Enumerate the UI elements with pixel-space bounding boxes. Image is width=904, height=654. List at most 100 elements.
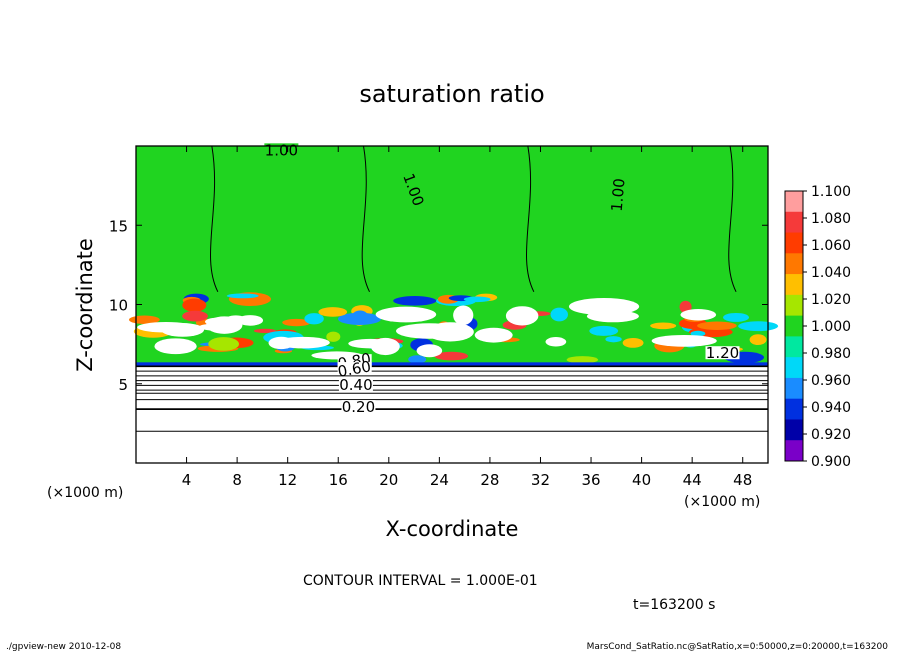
colorbar-label: 0.900 <box>811 454 851 470</box>
band-cell <box>318 307 348 317</box>
x-tick-label: 44 <box>683 471 702 489</box>
contour-label: 1.20 <box>706 344 739 362</box>
x-tick-label: 20 <box>379 471 398 489</box>
band-cell <box>697 321 737 330</box>
band-cell <box>393 296 437 306</box>
contour-label-bg <box>341 400 376 414</box>
band-cell <box>304 313 324 325</box>
colorbar-label: 0.980 <box>811 346 851 362</box>
band-cell <box>738 321 779 332</box>
contour-interval-label: CONTOUR INTERVAL = 1.000E-01 <box>303 573 538 589</box>
band-cell <box>226 293 259 299</box>
band-cell <box>650 322 677 330</box>
high-supersaturation-cell <box>680 309 717 321</box>
colorbar-segment <box>785 336 803 358</box>
contour-label: 0.60 <box>336 357 372 381</box>
high-supersaturation-cell <box>568 297 640 316</box>
band-cell <box>690 330 706 337</box>
high-supersaturation-cell <box>237 315 264 326</box>
isoline-1-00 <box>361 145 370 293</box>
band-cell <box>182 310 209 322</box>
colorbar-label: 0.940 <box>811 400 851 416</box>
band-cell <box>208 337 240 351</box>
band-cell <box>282 318 311 327</box>
colorbar: 1.100 1.080 1.060 1.040 1.020 1.000 0.980 0.960… <box>784 184 851 470</box>
colorbar-label: 1.020 <box>811 292 851 308</box>
y-tick-label: 5 <box>118 376 128 394</box>
colorbar-label: 1.000 <box>811 319 851 335</box>
high-supersaturation-cell <box>545 337 567 347</box>
high-supersaturation-cell <box>453 305 474 326</box>
high-supersaturation-cell <box>276 336 330 349</box>
y-axis-units: (×1000 m) <box>47 485 123 501</box>
high-supersaturation-cell <box>370 337 400 356</box>
band-cell <box>182 298 207 312</box>
contour-label-bg <box>603 186 638 200</box>
contour-label-bg <box>394 181 429 195</box>
x-tick-label: 4 <box>182 471 192 489</box>
band-cell <box>589 325 619 336</box>
band-cell <box>434 351 469 361</box>
high-supersaturation-cell <box>154 338 197 355</box>
colorbar-segment <box>785 357 803 379</box>
x-tick-label: 36 <box>581 471 600 489</box>
colorbar-segment <box>785 377 803 400</box>
colorbar-label: 0.920 <box>811 427 851 443</box>
colorbar-segment <box>785 232 803 254</box>
isoline-1-00 <box>728 145 737 293</box>
footer-right: MarsCond_SatRatio.nc@SatRatio,x=0:50000,… <box>586 642 888 652</box>
y-axis-title: Z-coordinate <box>73 238 97 372</box>
colorbar-segment <box>785 294 803 317</box>
footer-left: ./gpview-new 2010-12-08 <box>6 642 122 652</box>
contour-label: 1.00 <box>265 141 298 159</box>
contour-label: 1.00 <box>608 178 629 213</box>
high-supersaturation-cell <box>375 306 437 323</box>
lower-unsaturated-region <box>136 362 768 463</box>
band-cell <box>326 331 341 342</box>
high-supersaturation-cell <box>198 323 239 331</box>
x-tick-label: 24 <box>430 471 449 489</box>
x-tick-label: 16 <box>329 471 348 489</box>
band-cell <box>622 337 644 348</box>
x-axis-ticks: 4 8 12 16 20 24 28 32 36 40 44 48 <box>182 146 752 489</box>
colorbar-label: 1.060 <box>811 238 851 254</box>
colorbar-segment <box>785 315 803 337</box>
x-axis-units: (×1000 m) <box>684 494 760 510</box>
x-tick-label: 48 <box>733 471 752 489</box>
band-cell <box>408 355 427 364</box>
contour-lines <box>136 145 768 432</box>
high-supersaturation-cell <box>505 306 539 326</box>
supersaturation-band <box>128 291 779 368</box>
y-tick-label: 10 <box>109 297 128 315</box>
x-tick-label: 8 <box>232 471 242 489</box>
colorbar-segment <box>785 440 803 462</box>
colorbar-segment <box>785 398 803 420</box>
band-bottom-edge <box>136 362 768 367</box>
chart-title: saturation ratio <box>359 80 544 108</box>
contour-label-bg <box>338 377 373 391</box>
high-supersaturation-cell <box>474 327 513 343</box>
colorbar-segment <box>785 419 803 441</box>
x-tick-label: 32 <box>531 471 550 489</box>
high-supersaturation-cell <box>396 323 463 339</box>
band-cell <box>749 334 767 346</box>
colorbar-label: 1.080 <box>811 211 851 227</box>
plot-area: 1.001.00 1.001.200.800.600.400.20 4 8 12 16 2… <box>109 141 779 489</box>
colorbar-segment <box>785 211 803 234</box>
isoline-1-00 <box>209 145 219 293</box>
high-supersaturation-cell <box>651 334 717 347</box>
y-tick-label: 15 <box>109 217 128 235</box>
x-tick-label: 12 <box>278 471 297 489</box>
colorbar-label: 0.960 <box>811 373 851 389</box>
contour-label-bg <box>337 362 372 376</box>
contour-label-bg <box>705 346 740 360</box>
band-cell <box>463 296 491 303</box>
high-supersaturation-cell <box>161 323 205 337</box>
band-cell <box>337 312 382 325</box>
y-axis-ticks: 5 10 15 <box>109 217 768 394</box>
colorbar-label: 1.100 <box>811 184 851 200</box>
colorbar-segment <box>785 274 803 296</box>
band-cell <box>723 312 750 322</box>
isoline-1-00 <box>525 145 535 293</box>
